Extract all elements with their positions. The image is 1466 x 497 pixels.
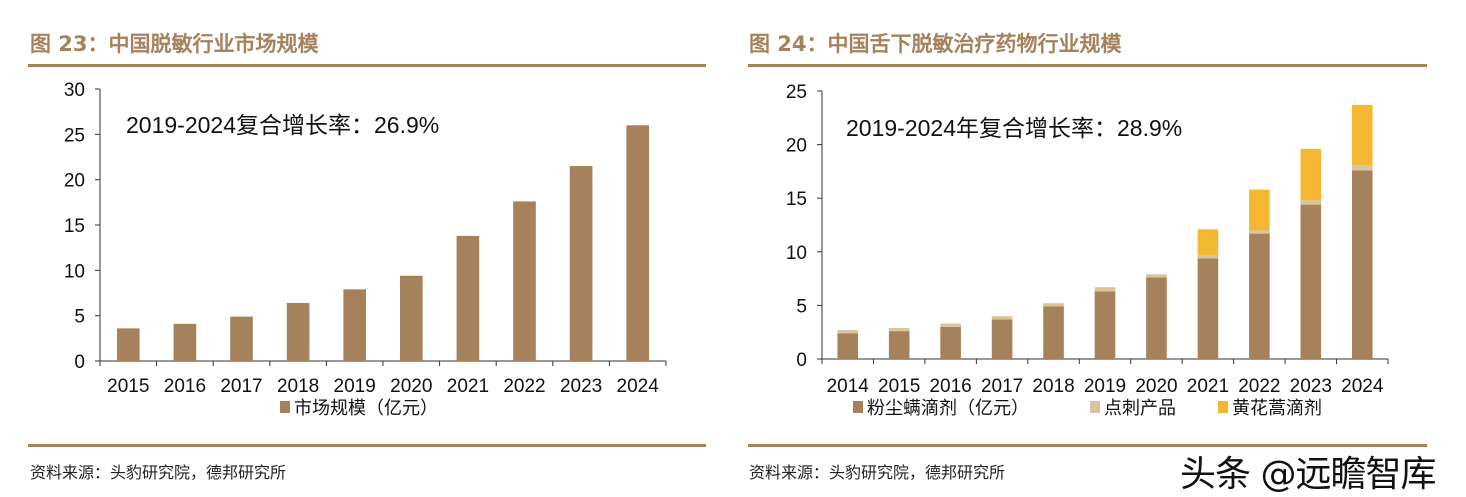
chart1-y-tick-label: 10 bbox=[64, 261, 85, 282]
chart2-bar-2020-s1 bbox=[1146, 274, 1167, 278]
chart1-bar-2019-s0 bbox=[343, 289, 367, 361]
chart1-y-tick-label: 0 bbox=[74, 352, 85, 373]
chart2-x-tick-label: 2018 bbox=[1032, 376, 1074, 397]
chart1-legend-swatch-0 bbox=[280, 401, 290, 413]
chart2-bar-2021-s0 bbox=[1197, 258, 1219, 359]
chart2-bar-2019-s0 bbox=[1094, 291, 1116, 359]
chart2-bar-2016-s0 bbox=[940, 326, 961, 359]
chart1-x-tick-label: 2015 bbox=[107, 376, 149, 397]
chart2-x-tick-label: 2021 bbox=[1187, 376, 1229, 397]
chart2-bar-2019-s1 bbox=[1094, 287, 1116, 292]
chart2-y-tick-label: 0 bbox=[796, 350, 807, 371]
chart1-title: 图 23：中国脱敏行业市场规模 bbox=[30, 32, 319, 56]
chart1-y-tick-label: 5 bbox=[74, 307, 85, 328]
chart2-top-rule bbox=[748, 64, 1427, 67]
chart2-y-tick-label: 25 bbox=[786, 82, 807, 103]
chart1-source: 资料来源：头豹研究院，德邦研究所 bbox=[30, 463, 287, 482]
chart1-y-tick-label: 20 bbox=[64, 171, 85, 192]
watermark: 头条 @远瞻智库 bbox=[1180, 454, 1436, 495]
chart2-legend-swatch-0 bbox=[853, 401, 863, 413]
chart2-bar-2016-s1 bbox=[940, 323, 961, 327]
chart1-bar-2018-s0 bbox=[286, 302, 310, 361]
chart1-bar-2016-s0 bbox=[173, 323, 197, 361]
chart1-legend-label-0: 市场规模（亿元） bbox=[294, 398, 438, 419]
chart2-x-tick-label: 2014 bbox=[827, 376, 870, 397]
chart2-x-tick-label: 2024 bbox=[1341, 376, 1384, 397]
chart1-bar-2022-s0 bbox=[513, 201, 536, 361]
chart2-bar-2017-s1 bbox=[991, 316, 1013, 320]
chart1-x-tick-label: 2016 bbox=[164, 376, 206, 397]
chart2-bar-2018-s1 bbox=[1043, 303, 1064, 307]
chart2-bar-2020-s0 bbox=[1146, 277, 1167, 359]
chart2-bar-2015-s0 bbox=[888, 331, 910, 359]
chart2-bar-2014-s0 bbox=[837, 333, 859, 359]
chart2-bar-2023-s2 bbox=[1300, 148, 1322, 201]
chart1-bar-2020-s0 bbox=[399, 275, 423, 361]
chart1-y-tick-label: 30 bbox=[64, 80, 85, 101]
chart2-source: 资料来源：头豹研究院，德邦研究所 bbox=[749, 463, 1006, 482]
chart1-bar-2023-s0 bbox=[569, 166, 593, 361]
chart2-y-tick-label: 10 bbox=[786, 243, 807, 264]
chart1-cagr-annotation: 2019-2024复合增长率：26.9% bbox=[126, 112, 439, 138]
chart1-top-rule bbox=[28, 64, 706, 67]
chart2-bar-2022-s0 bbox=[1249, 233, 1270, 359]
chart2-y-tick-label: 15 bbox=[786, 189, 807, 210]
chart2-legend-swatch-1 bbox=[1090, 401, 1100, 413]
chart1-bar-2024-s0 bbox=[626, 125, 650, 362]
chart1-x-tick-label: 2017 bbox=[220, 376, 262, 397]
chart1-bottom-rule bbox=[28, 444, 706, 447]
chart1-x-tick-label: 2024 bbox=[617, 376, 660, 397]
chart2-cagr-annotation: 2019-2024年复合增长率：28.9% bbox=[846, 115, 1182, 141]
chart2-legend-label-0: 粉尘螨滴剂（亿元） bbox=[867, 398, 1029, 419]
chart2-bar-2023-s1 bbox=[1300, 200, 1322, 205]
chart2-title: 图 24：中国舌下脱敏治疗药物行业规模 bbox=[749, 32, 1122, 56]
chart2-legend-label-2: 黄花蒿滴剂 bbox=[1232, 398, 1322, 419]
chart2-y-tick-label: 5 bbox=[796, 296, 807, 317]
chart2-bar-2018-s0 bbox=[1043, 306, 1064, 359]
chart2-x-tick-label: 2015 bbox=[878, 376, 920, 397]
chart2-bar-2022-s1 bbox=[1249, 230, 1270, 234]
chart1-x-tick-label: 2022 bbox=[503, 376, 545, 397]
chart2-bar-2023-s0 bbox=[1300, 204, 1322, 359]
chart1-x-tick-label: 2019 bbox=[334, 376, 376, 397]
chart1-x-tick-label: 2020 bbox=[390, 376, 432, 397]
chart2-bar-2014-s1 bbox=[837, 330, 859, 334]
chart2-bar-2024-s0 bbox=[1351, 170, 1373, 359]
chart2-x-tick-label: 2016 bbox=[929, 376, 971, 397]
chart2-bar-2015-s1 bbox=[888, 327, 910, 332]
chart2-bar-2021-s1 bbox=[1197, 255, 1219, 259]
chart2-legend-label-1: 点刺产品 bbox=[1104, 398, 1176, 419]
chart1-x-tick-label: 2018 bbox=[277, 376, 319, 397]
chart2-x-tick-label: 2017 bbox=[981, 376, 1023, 397]
chart2-x-tick-label: 2023 bbox=[1290, 376, 1332, 397]
chart1-y-tick-label: 25 bbox=[64, 125, 85, 146]
chart2-x-tick-label: 2022 bbox=[1238, 376, 1280, 397]
chart2-bar-2017-s0 bbox=[991, 319, 1013, 359]
chart1-x-tick-label: 2023 bbox=[560, 376, 602, 397]
chart2-bar-2021-s2 bbox=[1197, 229, 1219, 256]
chart2-x-tick-label: 2019 bbox=[1084, 376, 1126, 397]
chart2-x-tick-label: 2020 bbox=[1135, 376, 1177, 397]
chart2-bar-2022-s2 bbox=[1249, 189, 1270, 231]
chart1-bar-2017-s0 bbox=[230, 316, 253, 361]
chart2-bar-2024-s2 bbox=[1351, 104, 1373, 165]
chart1-y-tick-label: 15 bbox=[64, 216, 85, 237]
chart1-bar-2015-s0 bbox=[116, 328, 140, 361]
chart1-x-tick-label: 2021 bbox=[447, 376, 489, 397]
chart2-legend-swatch-2 bbox=[1218, 401, 1228, 413]
chart2-bottom-rule bbox=[748, 444, 1427, 447]
chart2-bar-2024-s1 bbox=[1351, 164, 1373, 171]
chart1-bar-2021-s0 bbox=[456, 235, 480, 361]
chart2-y-tick-label: 20 bbox=[786, 136, 807, 157]
